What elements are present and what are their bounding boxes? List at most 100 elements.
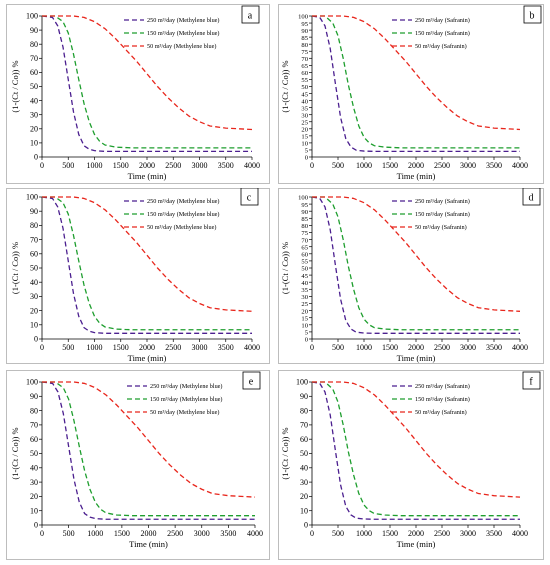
panel-f-x-tick-label-7: 3500 — [486, 529, 502, 538]
panel-e-y-tick-label-0: 0 — [34, 521, 38, 530]
panel-b-y-tick-label-1: 5 — [305, 148, 309, 155]
panel-a-y-tick-label-6: 60 — [30, 68, 38, 77]
panel-b-y-tick-label-6: 30 — [301, 112, 308, 119]
panel-f-x-tick-label-2: 1000 — [356, 529, 372, 538]
panel-a-legend-label-0: 250 m³/day (Methylene blue) — [147, 17, 219, 24]
panel-f-series-line-0 — [311, 381, 520, 520]
panel-e-legend-label-1: 150 m³/day (Methylene blue) — [150, 396, 222, 403]
panel-e-legend-label-2: 50 m³/day (Methylene blue) — [150, 409, 219, 416]
panel-b-label: b — [530, 11, 535, 22]
panel-a-x-tick-label-6: 3000 — [192, 161, 208, 170]
panel-d-frame — [278, 188, 544, 364]
panel-a-legend-label-2: 50 m³/day (Methylene blue) — [147, 43, 216, 50]
panel-f-y-tick-label-10: 100 — [296, 378, 308, 387]
panel-b-y-tick-label-0: 0 — [305, 155, 309, 162]
panel-c-y-tick-label-2: 20 — [30, 306, 38, 315]
panel-e-x-axis-title: Time (min) — [129, 539, 168, 549]
panel-e-y-tick-label-3: 30 — [30, 478, 38, 487]
chart-panel-c: c 0 10 20 30 40 50 60 70 80 90 100 0 500 1000 1500 2000 2… — [6, 188, 270, 364]
panel-d-x-tick-label-5: 2500 — [434, 343, 450, 352]
panel-b-x-tick-label-8: 4000 — [512, 161, 528, 170]
panel-c-x-tick-label-0: 0 — [40, 343, 44, 352]
panel-d-x-tick-label-3: 1500 — [382, 343, 398, 352]
panel-e-x-tick-label-1: 500 — [63, 529, 75, 538]
panel-f-x-tick-label-1: 500 — [332, 529, 344, 538]
panel-c-series-line-2 — [42, 196, 253, 312]
panel-f-series-line-2 — [312, 381, 521, 498]
panel-c-legend-label-2: 50 m³/day (Methylene blue) — [147, 224, 216, 231]
panel-c-x-tick-label-4: 2000 — [139, 343, 155, 352]
panel-d-legend-label-2: 50 m³/day (Safranin) — [415, 224, 467, 231]
panel-b-y-tick-label-7: 35 — [301, 105, 308, 112]
panel-d-legend-label-1: 150 m³/day (Safranin) — [415, 211, 470, 218]
panel-f-y-tick-label-6: 60 — [300, 435, 308, 444]
panel-d-x-tick-label-7: 3500 — [486, 343, 502, 352]
panel-c-legend-label-1: 150 m³/day (Methylene blue) — [147, 211, 219, 218]
panel-a-x-tick-label-8: 4000 — [244, 161, 260, 170]
panel-d-y-tick-label-12: 60 — [301, 252, 308, 259]
panel-d-y-tick-label-8: 40 — [301, 280, 308, 287]
panel-b-y-tick-label-15: 75 — [301, 49, 308, 56]
panel-c-x-tick-label-5: 2500 — [165, 343, 181, 352]
panel-e-y-tick-label-9: 90 — [30, 392, 38, 401]
panel-d-y-tick-label-0: 0 — [305, 337, 309, 344]
panel-a-y-tick-label-2: 20 — [30, 125, 38, 134]
panel-d-y-tick-label-9: 45 — [301, 273, 308, 280]
panel-f-x-tick-label-3: 1500 — [382, 529, 398, 538]
panel-e-x-tick-label-0: 0 — [40, 529, 44, 538]
panel-d-x-tick-label-0: 0 — [310, 343, 314, 352]
panel-c-y-tick-label-4: 40 — [30, 278, 38, 287]
panel-b-x-tick-label-5: 2500 — [434, 161, 450, 170]
panel-b-y-tick-label-2: 10 — [301, 141, 308, 148]
panel-d-y-tick-label-5: 25 — [301, 301, 308, 308]
chart-panel-d: d 0 5 10 15 20 25 30 35 40 45 50 55 60 65 70 75 80 85 90 95 1… — [278, 188, 544, 364]
panel-d-series-line-2 — [312, 196, 521, 312]
panel-b-y-tick-label-3: 15 — [301, 134, 308, 141]
panel-d-x-tick-label-4: 2000 — [408, 343, 424, 352]
panel-f-series-line-1 — [312, 381, 520, 517]
panel-b-series-line-0 — [311, 15, 520, 153]
panel-c-y-tick-label-5: 50 — [30, 264, 38, 273]
panel-b-x-tick-label-7: 3500 — [486, 161, 502, 170]
panel-b-y-tick-label-5: 25 — [301, 119, 308, 126]
panel-e-series-line-2 — [42, 381, 256, 498]
panel-a-x-tick-label-0: 0 — [40, 161, 44, 170]
panel-d-x-tick-label-6: 3000 — [460, 343, 476, 352]
panel-d-x-tick-label-2: 1000 — [356, 343, 372, 352]
panel-b-y-axis-title: (1-(Ct / Co)) % — [280, 60, 290, 112]
panel-a-y-axis-title: (1-(Ct / Co)) % — [10, 60, 20, 112]
panel-f-label-box — [522, 371, 541, 390]
panel-d-y-tick-label-17: 85 — [301, 216, 308, 223]
panel-b-x-tick-label-4: 2000 — [408, 161, 424, 170]
chart-panel-e: e 0 10 20 30 40 50 60 70 80 90 100 0 500 1000 1500 2000 2… — [6, 370, 270, 560]
panel-d-y-tick-label-16: 80 — [301, 223, 308, 230]
panel-d-y-tick-label-4: 20 — [301, 308, 308, 315]
panel-b-legend-label-2: 50 m³/day (Safranin) — [415, 43, 467, 50]
panel-b-y-tick-label-18: 90 — [301, 28, 308, 35]
panel-b-x-tick-label-0: 0 — [310, 161, 314, 170]
panel-c-label-box — [240, 188, 259, 206]
panel-b-x-tick-label-3: 1500 — [382, 161, 398, 170]
panel-d-y-tick-label-13: 65 — [301, 244, 308, 251]
panel-a-y-tick-label-0: 0 — [34, 153, 38, 162]
panel-e-y-tick-label-6: 60 — [30, 435, 38, 444]
panel-a-y-tick-label-3: 30 — [30, 110, 38, 119]
panel-f-y-tick-label-3: 30 — [300, 478, 308, 487]
panel-f-y-tick-label-7: 70 — [300, 421, 308, 430]
panel-f-y-tick-label-2: 20 — [300, 492, 308, 501]
panel-a-y-tick-label-8: 80 — [30, 40, 38, 49]
panel-d-y-tick-label-20: 100 — [298, 195, 309, 202]
panel-d-y-tick-label-1: 5 — [305, 330, 309, 337]
panel-f-y-tick-label-8: 80 — [300, 406, 308, 415]
panel-b-frame — [278, 4, 544, 184]
panel-d-series-line-1 — [312, 196, 520, 331]
panel-c-y-tick-label-6: 60 — [30, 250, 38, 259]
panel-e-y-tick-label-7: 70 — [30, 421, 38, 430]
panel-c-frame — [6, 188, 270, 364]
panel-b-x-axis-title: Time (min) — [397, 171, 436, 181]
chart-panel-b: b 0 5 10 15 20 25 30 35 40 45 50 55 60 65 70 75 80 85 90 95 1… — [278, 4, 544, 184]
panel-f-y-tick-label-5: 50 — [300, 449, 308, 458]
panel-c-x-axis-title: Time (min) — [128, 353, 167, 363]
panel-f-x-tick-label-6: 3000 — [460, 529, 476, 538]
